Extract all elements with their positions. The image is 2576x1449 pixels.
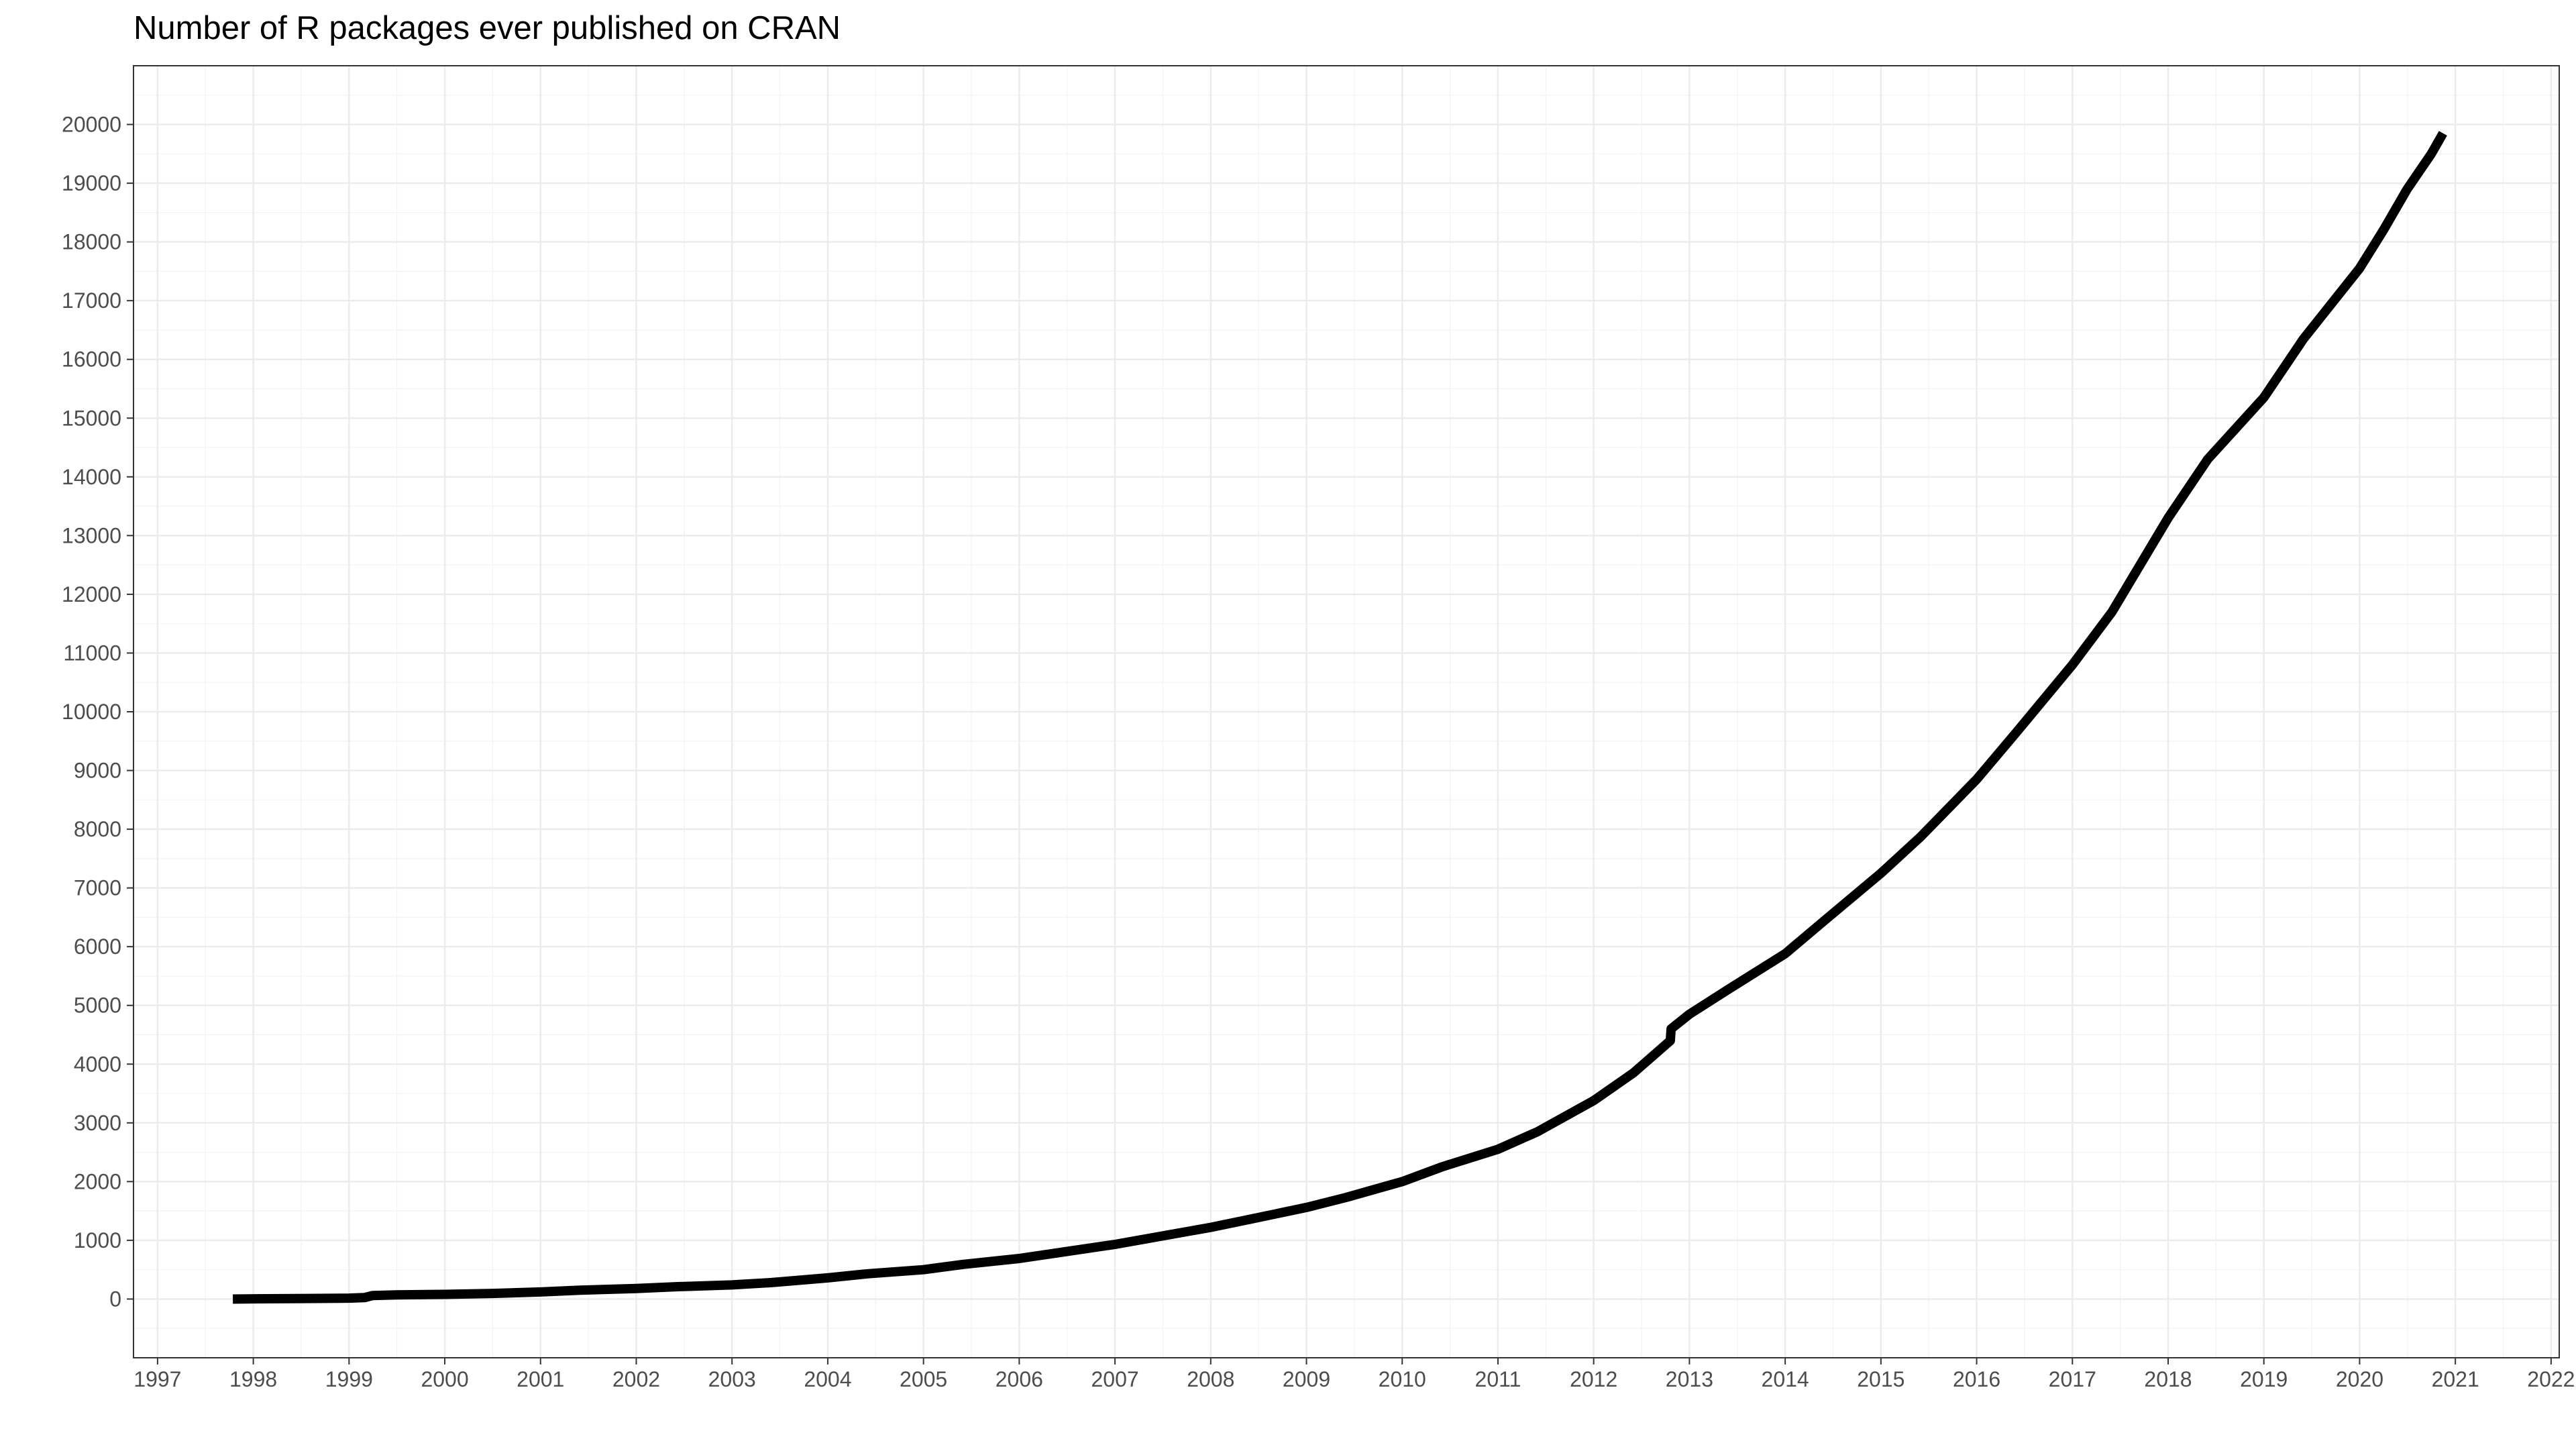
series-layer [233, 131, 2447, 1304]
x-tick-label: 2014 [1762, 1367, 1809, 1391]
x-tick-label: 2007 [1091, 1367, 1138, 1391]
x-tick-label: 2000 [421, 1367, 468, 1391]
y-tick-label: 19000 [62, 171, 121, 195]
y-tick-label: 16000 [62, 347, 121, 372]
y-tick-label: 7000 [74, 876, 121, 900]
y-tick-label: 6000 [74, 934, 121, 959]
x-tick-label: 2021 [2432, 1367, 2479, 1391]
x-tick-label: 2009 [1283, 1367, 1330, 1391]
y-tick-label: 8000 [74, 817, 121, 841]
x-tick-label: 1997 [133, 1367, 181, 1391]
x-tick-label: 2012 [1570, 1367, 1617, 1391]
x-tick-label: 2005 [900, 1367, 947, 1391]
y-tick-label: 2000 [74, 1169, 121, 1193]
y-tick-label: 11000 [63, 641, 121, 665]
y-tick-label: 1000 [74, 1228, 121, 1252]
x-tick-label: 2011 [1475, 1367, 1521, 1391]
x-tick-label: 2008 [1187, 1367, 1234, 1391]
x-tick-label: 2010 [1379, 1367, 1426, 1391]
y-tick-label: 0 [109, 1287, 121, 1311]
x-tick-label: 2002 [612, 1367, 660, 1391]
series-line-0 [233, 131, 2447, 1304]
x-tick-label: 2013 [1666, 1367, 1713, 1391]
y-tick-label: 20000 [62, 113, 121, 137]
y-tick-label: 17000 [62, 288, 121, 313]
x-tick-label: 2003 [708, 1367, 756, 1391]
y-tick-label: 13000 [62, 523, 121, 547]
y-tick-label: 5000 [74, 994, 121, 1018]
chart-title: Number of R packages ever published on C… [133, 10, 841, 46]
y-tick-label: 9000 [74, 759, 121, 783]
x-tick-label: 1999 [325, 1367, 373, 1391]
x-tick-label: 2017 [2049, 1367, 2096, 1391]
major-gridlines [133, 66, 2559, 1358]
y-tick-label: 15000 [62, 406, 121, 430]
x-tick-label: 2001 [517, 1367, 564, 1391]
y-tick-label: 3000 [74, 1111, 121, 1135]
y-tick-label: 18000 [62, 230, 121, 254]
x-axis: 1997 1998 1999 2000 2001 2002 2003 2004 2005 2006… [133, 1358, 2575, 1391]
x-tick-label: 2019 [2240, 1367, 2288, 1391]
y-tick-label: 12000 [62, 582, 121, 606]
y-tick-label: 10000 [62, 700, 121, 724]
x-tick-label: 2015 [1857, 1367, 1904, 1391]
x-tick-label: 1998 [229, 1367, 277, 1391]
y-tick-label: 14000 [62, 465, 121, 489]
x-tick-label: 2004 [804, 1367, 851, 1391]
x-tick-label: 2022 [2527, 1367, 2575, 1391]
y-axis: 0 1000 2000 3000 4000 5000 6000 7000 8000 9000 100… [62, 113, 133, 1311]
x-tick-label: 2020 [2336, 1367, 2383, 1391]
x-tick-label: 2016 [1953, 1367, 2000, 1391]
y-tick-label: 4000 [74, 1052, 121, 1076]
x-tick-label: 2006 [996, 1367, 1043, 1391]
x-tick-label: 2018 [2144, 1367, 2192, 1391]
